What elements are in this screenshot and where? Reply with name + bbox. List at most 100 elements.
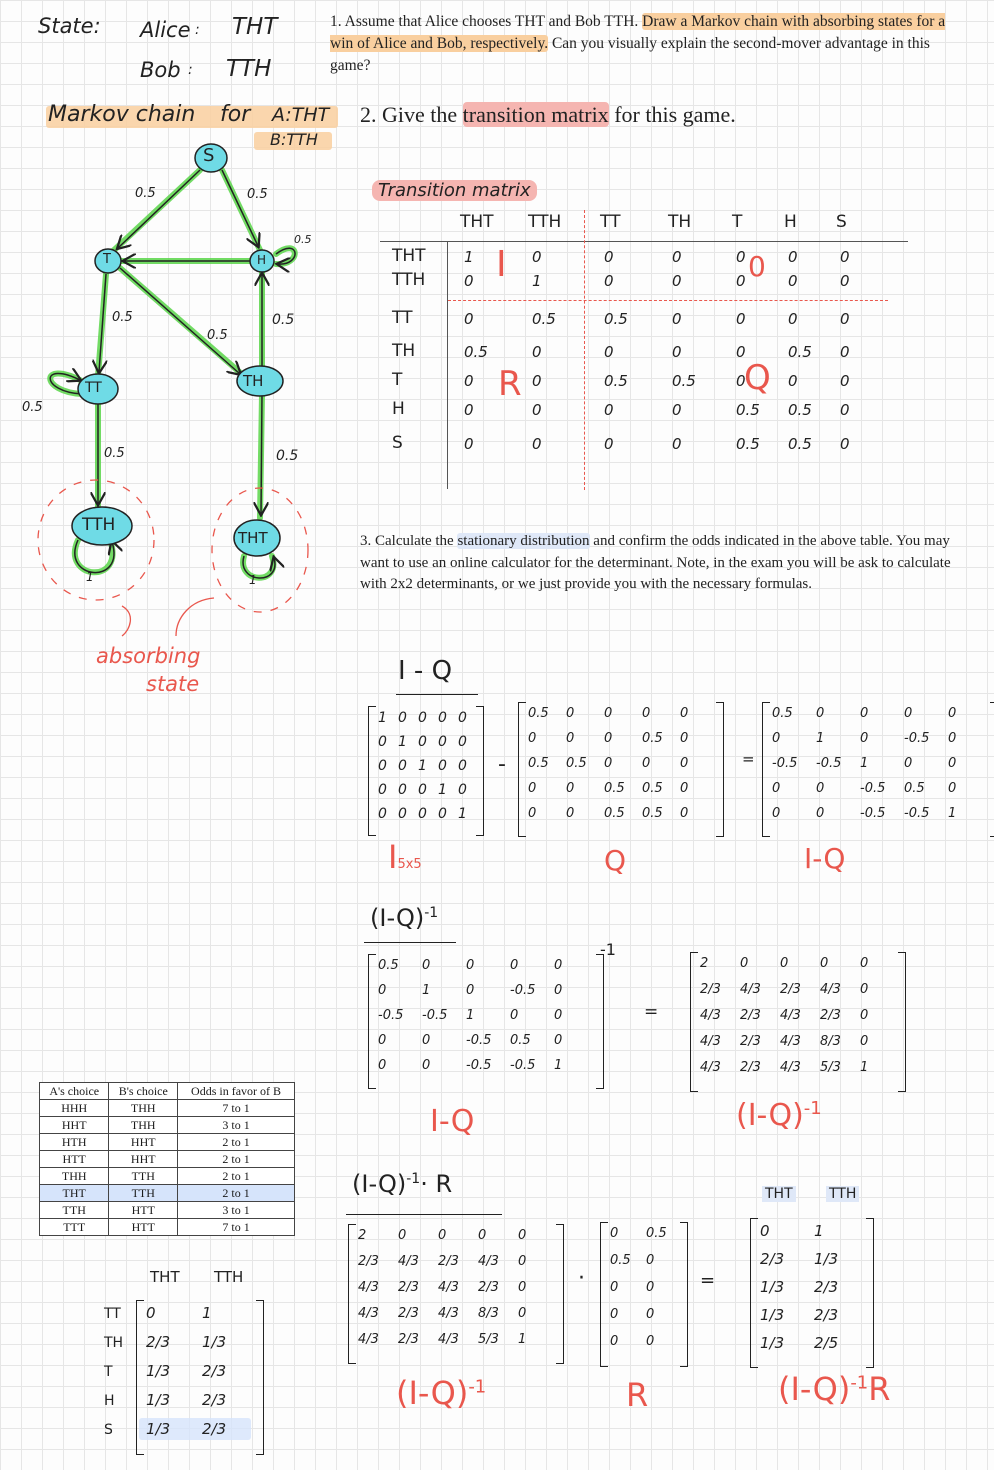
label-product-left-text: (I-Q) — [396, 1374, 469, 1412]
tm-cell: 0 — [464, 372, 474, 390]
matrix-cell: 0 — [398, 782, 407, 798]
tm-cell: 0 — [788, 372, 798, 390]
matrix-bracket-left — [368, 706, 376, 836]
tm-cell: 0.5 — [788, 435, 812, 453]
question-2-text: Give the — [382, 102, 458, 127]
product-title-tail: · R — [420, 1170, 453, 1198]
node-tt — [77, 373, 119, 405]
matrix-cell: 0 — [820, 956, 829, 971]
matrix-cell: 0 — [378, 983, 387, 998]
markov-b-highlight — [254, 132, 332, 150]
matrix-cell: 0 — [680, 756, 689, 771]
matrix-cell: 1 — [860, 756, 869, 771]
table-row: THT TTH 2 to 1 — [38, 1184, 295, 1202]
matrix-cell: 0 — [948, 706, 957, 721]
matrix-cell: 0 — [478, 1228, 487, 1243]
tm-column-header: S — [836, 212, 847, 232]
matrix-cell: 0.5 — [604, 781, 625, 796]
odds-table: A's choice B's choice Odds in favor of B… — [38, 1082, 295, 1236]
label-product-result: (I-Q)-1R — [778, 1370, 891, 1408]
question-3-number: 3. — [360, 533, 372, 549]
tm-cell: 0 — [788, 248, 798, 266]
matrix-cell: 0.5 — [642, 806, 663, 821]
matrix-cell: 0 — [518, 1280, 527, 1295]
tm-cell: 0 — [532, 401, 542, 419]
matrix-cell: 0 — [646, 1334, 655, 1349]
matrix-bracket-right — [596, 954, 604, 1089]
matrix-cell: 0 — [438, 758, 447, 774]
matrix-cell: 2/5 — [814, 1334, 839, 1352]
alice-label: Alice — [140, 18, 191, 42]
matrix-cell: 0 — [760, 1222, 770, 1240]
tm-cell: 0 — [532, 343, 542, 361]
matrix-cell: 4/3 — [740, 982, 761, 997]
tm-column-header: TT — [600, 212, 621, 232]
table-cell: HTT — [38, 1150, 110, 1168]
matrix-cell: 0 — [518, 1228, 527, 1243]
tm-cell: 0 — [672, 310, 682, 328]
imq-matrix: 0.5 0 0 0 0 0 1 0 -0.5 0 -0.5 -0.5 1 0 0 0 0 -0.5 0.5 0 0 0 -0… — [762, 702, 994, 837]
tm-cell: 0 — [840, 372, 850, 390]
summary-row-label: TT — [104, 1306, 121, 1322]
label-identity-text: I — [388, 838, 398, 876]
product-r-matrix: 0 0.5 0.5 0 0 0 0 0 0 0 — [600, 1222, 688, 1367]
summary-header-tth: TTH — [214, 1268, 244, 1286]
matrix-cell: -0.5 — [860, 781, 886, 796]
odds-header-a: A's choice — [38, 1082, 110, 1100]
table-cell: HTT — [108, 1201, 179, 1219]
matrix-cell: 0 — [554, 1033, 563, 1048]
tm-row-header: TTH — [392, 270, 426, 290]
matrix-cell: 0 — [466, 983, 475, 998]
result-header-tth: TTH — [826, 1186, 860, 1202]
matrix-cell: 0 — [566, 731, 575, 746]
matrix-cell: 0 — [554, 1008, 563, 1023]
matrix-cell: 0.5 — [528, 706, 549, 721]
matrix-cell: 2/3 — [814, 1278, 839, 1296]
node-t-label: T — [103, 252, 111, 267]
node-tht-label: THT — [238, 529, 268, 547]
matrix-cell: 1/3 — [202, 1333, 227, 1351]
matrix-cell: 0.5 — [610, 1253, 631, 1268]
inverse-title-sup: -1 — [424, 905, 439, 921]
label-q: Q — [604, 844, 627, 877]
matrix-cell: 0 — [378, 782, 387, 798]
matrix-cell: 0 — [438, 1228, 447, 1243]
matrix-cell: -0.5 — [816, 756, 842, 771]
matrix-cell: 0 — [398, 1228, 407, 1243]
matrix-cell: 0 — [378, 1033, 387, 1048]
table-cell: HHH — [38, 1099, 110, 1117]
matrix-cell: 0 — [422, 1058, 431, 1073]
label-identity: I5x5 — [388, 838, 422, 876]
matrix-cell: 0 — [458, 734, 467, 750]
table-cell: 2 to 1 — [177, 1133, 295, 1151]
matrix-cell: 2/3 — [398, 1332, 419, 1347]
node-s-label: S — [203, 145, 215, 166]
edge-label: 0.5 — [247, 187, 268, 202]
matrix-cell: 0 — [528, 781, 537, 796]
summary-row-label: H — [104, 1393, 115, 1409]
tm-cell: 0 — [532, 372, 542, 390]
node-t — [94, 248, 122, 274]
matrix-cell: 4/3 — [700, 1008, 721, 1023]
matrix-cell: 0 — [816, 706, 825, 721]
matrix-cell: 8/3 — [820, 1034, 841, 1049]
matrix-cell: 1/3 — [814, 1250, 839, 1268]
tm-cell: 0 — [736, 272, 746, 290]
tm-column-header: THT — [460, 212, 494, 232]
edge-label: 0.5 — [207, 328, 228, 343]
matrix-bracket-left — [600, 1222, 608, 1367]
matrix-cell: 0 — [948, 756, 957, 771]
table-row: HTT HHT 2 to 1 — [38, 1150, 295, 1168]
matrix-cell: 0 — [816, 781, 825, 796]
summary-row-label: S — [104, 1422, 113, 1438]
matrix-cell: 1/3 — [760, 1278, 785, 1296]
matrix-cell: 0 — [772, 731, 781, 746]
tm-cell: 0.5 — [788, 401, 812, 419]
table-cell: TTH — [108, 1184, 179, 1202]
matrix-cell: 1 — [418, 758, 427, 774]
matrix-cell: 1 — [948, 806, 957, 821]
matrix-cell: 2/3 — [740, 1008, 761, 1023]
matrix-cell: -0.5 — [422, 1008, 448, 1023]
matrix-cell: 2/3 — [202, 1362, 227, 1380]
summary-highlight-row — [139, 1418, 251, 1440]
